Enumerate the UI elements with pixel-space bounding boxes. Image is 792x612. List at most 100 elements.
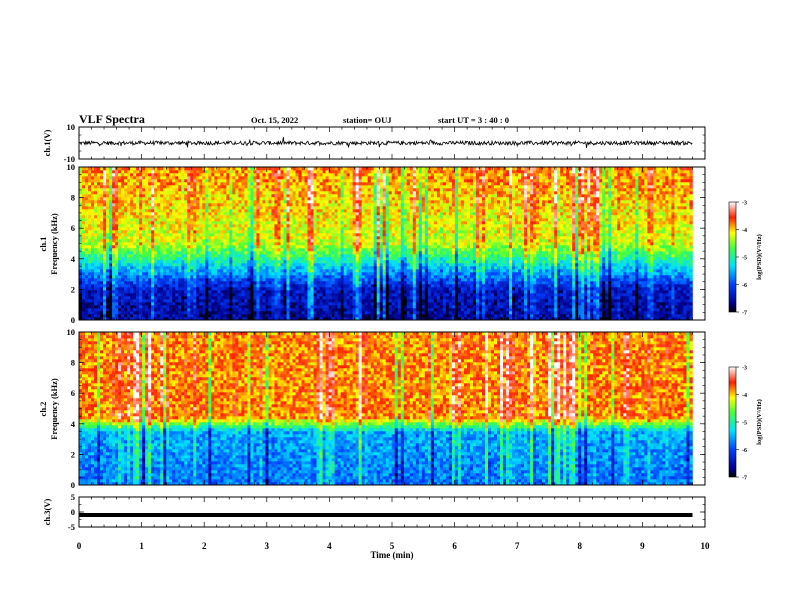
spectrogram-cell	[352, 284, 356, 288]
spectrogram-cell	[82, 176, 86, 180]
spectrogram-cell	[343, 287, 347, 291]
spectrogram-cell	[328, 287, 332, 291]
spectrogram-cell	[103, 212, 107, 216]
spectrogram-cell	[358, 194, 362, 198]
spectrogram-cell	[235, 269, 239, 273]
spectrogram-cell	[85, 209, 89, 213]
spectrogram-cell	[136, 299, 140, 303]
spectrogram-cell	[283, 227, 287, 231]
spectrogram-cell	[166, 194, 170, 198]
spectrogram-cell	[181, 230, 185, 234]
spectrogram-cell	[163, 314, 167, 318]
spectrogram-cell	[361, 290, 365, 294]
spectrogram-cell	[145, 245, 149, 249]
spectrogram-cell	[223, 209, 227, 213]
spectrogram-cell	[355, 236, 359, 240]
spectrogram-cell	[91, 299, 95, 303]
spectrogram-cell	[337, 308, 341, 312]
spectrogram-cell	[349, 254, 353, 258]
spectrogram-cell	[187, 287, 191, 291]
spectrogram-cell	[100, 278, 104, 282]
spectrogram-cell	[85, 257, 89, 261]
spectrogram-cell	[169, 284, 173, 288]
spectrogram-cell	[352, 287, 356, 291]
spectrogram-cell	[304, 188, 308, 192]
spectrogram-cell	[91, 236, 95, 240]
spectrogram-cell	[148, 191, 152, 195]
spectrogram-cell	[163, 230, 167, 234]
spectrogram-cell	[295, 296, 299, 300]
spectrogram-cell	[349, 314, 353, 318]
spectrogram-cell	[88, 269, 92, 273]
spectrogram-cell	[265, 290, 269, 294]
spectrogram-cell	[169, 296, 173, 300]
spectrogram-cell	[100, 245, 104, 249]
spectrogram-cell	[304, 215, 308, 219]
spectrogram-cell	[169, 245, 173, 249]
spectrogram-cell	[157, 173, 161, 177]
spectrogram-cell	[97, 287, 101, 291]
spectrogram-cell	[148, 284, 152, 288]
spectrogram-cell	[157, 185, 161, 189]
spectrogram-cell	[115, 233, 119, 237]
spectrogram-cell	[271, 260, 275, 264]
spectrogram-cell	[304, 254, 308, 258]
spectrogram-cell	[103, 233, 107, 237]
spectrogram-cell	[88, 173, 92, 177]
spectrogram-cell	[307, 176, 311, 180]
spectrogram-cell	[247, 317, 251, 321]
spectrogram-cell	[127, 206, 131, 210]
spectrogram-cell	[280, 254, 284, 258]
spectrogram-cell	[169, 224, 173, 228]
spectrogram-cell	[97, 293, 101, 297]
spectrogram-cell	[148, 206, 152, 210]
spectrogram-cell	[97, 296, 101, 300]
spectrogram-cell	[154, 233, 158, 237]
spectrogram-cell	[121, 215, 125, 219]
spectrogram-cell	[148, 293, 152, 297]
spectrogram-cell	[229, 299, 233, 303]
spectrogram-cell	[331, 308, 335, 312]
spectrogram-cell	[331, 272, 335, 276]
spectrogram-cell	[133, 179, 137, 183]
spectrogram-cell	[307, 251, 311, 255]
spectrogram-cell	[169, 191, 173, 195]
spectrogram-cell	[259, 197, 263, 201]
spectrogram-cell	[211, 302, 215, 306]
spectrogram-cell	[199, 299, 203, 303]
spectrogram-cell	[100, 242, 104, 246]
spectrogram-cell	[214, 200, 218, 204]
spectrogram-cell	[184, 233, 188, 237]
spectrogram-cell	[328, 212, 332, 216]
spectrogram-cell	[199, 185, 203, 189]
spectrogram-cell	[346, 218, 350, 222]
spectrogram-cell	[172, 224, 176, 228]
spectrogram-cell	[211, 272, 215, 276]
spectrogram-cell	[136, 215, 140, 219]
spectrogram-cell	[343, 212, 347, 216]
spectrogram-cell	[325, 272, 329, 276]
spectrogram-cell	[223, 299, 227, 303]
spectrogram-cell	[130, 296, 134, 300]
spectrogram-cell	[223, 257, 227, 261]
spectrogram-cell	[172, 269, 176, 273]
spectrogram-cell	[82, 251, 86, 255]
spectrogram-cell	[307, 257, 311, 261]
spectrogram-cell	[190, 293, 194, 297]
spectrogram-cell	[235, 230, 239, 234]
spectrogram-cell	[202, 227, 206, 231]
spectrogram-cell	[115, 287, 119, 291]
spectrogram-cell	[124, 290, 128, 294]
spectrogram-cell	[118, 230, 122, 234]
spectrogram-cell	[322, 179, 326, 183]
spectrogram-cell	[355, 311, 359, 315]
spectrogram-cell	[163, 206, 167, 210]
spectrogram-cell	[334, 305, 338, 309]
spectrogram-cell	[328, 203, 332, 207]
spectrogram-cell	[265, 257, 269, 261]
spectrogram-cell	[217, 179, 221, 183]
spectrogram-cell	[241, 203, 245, 207]
spectrogram-cell	[364, 278, 368, 282]
spectrogram-cell	[205, 269, 209, 273]
spectrogram-cell	[127, 293, 131, 297]
